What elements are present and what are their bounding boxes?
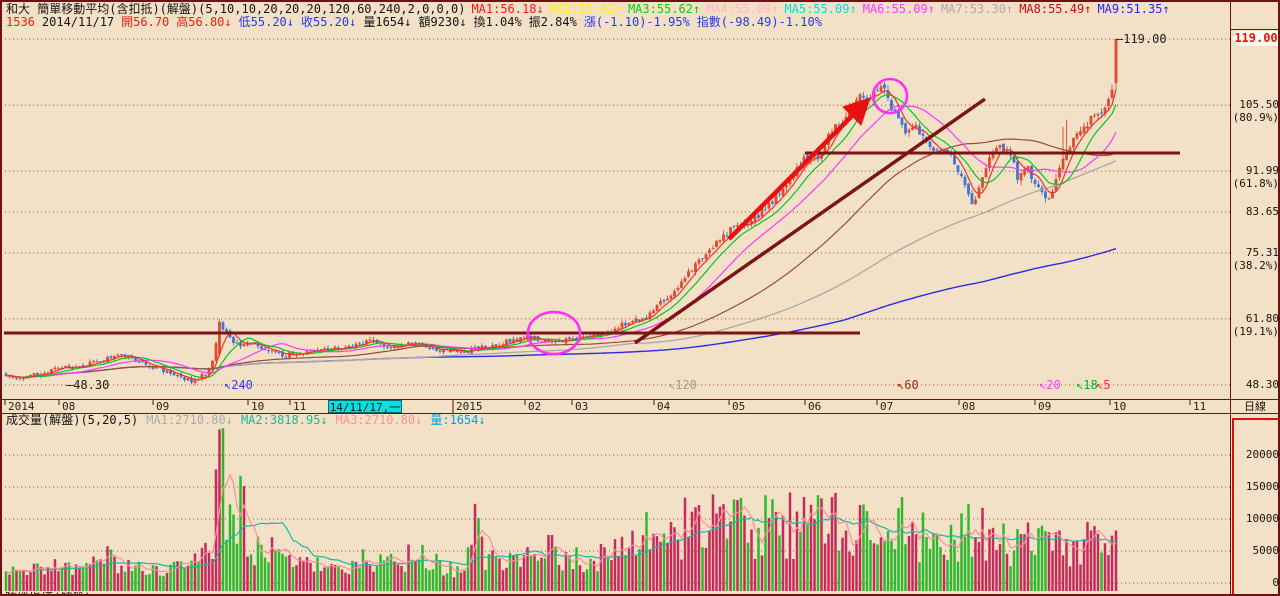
volume-ma-value: MA2:3818.95↓ xyxy=(240,414,328,427)
ma-value: MA9:51.35↑ xyxy=(1097,2,1170,16)
date-tick-label: 09 xyxy=(156,400,170,413)
date-tick-label: 04 xyxy=(657,400,671,413)
chart-annotation-text: ↖120 xyxy=(668,378,697,392)
volume-ma-list: MA1:2710.80↓ MA2:3818.95↓ MA3:2710.80↓ 量:16… xyxy=(146,414,485,427)
chart-annotation-text: —48.30 xyxy=(66,378,110,392)
corner-cell-border xyxy=(1230,29,1278,30)
chart-title: 和大 簡單移動平均(含扣抵)(解盤)(5,10,10,20,20,20,120,… xyxy=(6,2,466,16)
volume-axis-frame xyxy=(1232,418,1278,594)
quote-fields-list: 1536 2014/11/17 開56.70 高56.80↓ 低55.20↓ 收55.20… xyxy=(6,15,822,29)
date-tick-label: 11 xyxy=(1193,400,1207,413)
volume-axis-label: 5000 xyxy=(1252,544,1279,557)
quote-field: 換1.04% xyxy=(473,15,522,29)
quote-field: 高56.80↓ xyxy=(176,15,232,29)
fib-percent-label: (61.8%) xyxy=(1232,177,1279,191)
quote-field: 收55.20↓ xyxy=(301,15,357,29)
volume-ma-value: MA1:2710.80↓ xyxy=(146,414,233,427)
next-pane-clipped-title: 隨機指標(解盤) xyxy=(5,592,405,594)
chart-annotation-text: ↖20 xyxy=(1039,378,1061,392)
chart-annotation-text: ↖5 xyxy=(1096,378,1111,392)
fib-percent-label: (38.2%) xyxy=(1232,258,1279,272)
volume-axis-label: 10000 xyxy=(1245,512,1279,525)
price-axis-label: 105.50 xyxy=(1239,98,1279,112)
quote-field: 1536 xyxy=(6,15,35,29)
quote-field: 低55.20↓ xyxy=(238,15,294,29)
quote-header-row: 1536 2014/11/17 開56.70 高56.80↓ 低55.20↓ 收55.20… xyxy=(6,15,1228,29)
chart-annotation-text: ↖60 xyxy=(897,378,919,392)
fib-percent-label: (19.1%) xyxy=(1232,324,1279,338)
price-axis-label: 61.80 xyxy=(1245,311,1279,325)
volume-axis-label: 0 xyxy=(1272,576,1279,589)
date-row-bottom-border xyxy=(2,413,1278,414)
date-tick-label: 03 xyxy=(575,400,589,413)
chart-annotation-text: —119.00 xyxy=(1116,32,1167,46)
date-tick-label: 06 xyxy=(808,400,822,413)
fib-percent-label: (80.9%) xyxy=(1232,111,1279,125)
volume-header-row: 成交量(解盤)(5,20,5) MA1:2710.80↓ MA2:3818.95↓… xyxy=(6,414,1228,427)
volume-axis-label: 15000 xyxy=(1245,480,1279,493)
date-tick-label: 05 xyxy=(732,400,746,413)
quote-field: 額9230↓ xyxy=(418,15,467,29)
date-row-top-border xyxy=(2,399,1278,400)
last-price-tag: 119.00 xyxy=(1232,31,1278,46)
quote-field: 量1654↓ xyxy=(363,15,412,29)
ma-values-list: MA1:56.18↓ MA2:55.62↑ MA3:55.62↑ MA4:55.09↑… xyxy=(471,2,1169,16)
quote-field: 開56.70 xyxy=(121,15,170,29)
volume-title: 成交量(解盤)(5,20,5) xyxy=(6,414,139,427)
date-tick-label: 2015 xyxy=(456,400,483,413)
quote-field: 振2.84% xyxy=(528,15,577,29)
period-selector[interactable]: 日線 xyxy=(1230,399,1278,414)
date-tick-label: 10 xyxy=(1113,400,1127,413)
ma-value: MA8:55.49↑ xyxy=(1019,2,1092,16)
ma-value: MA1:56.18↓ xyxy=(471,2,544,16)
volume-ma-value: 量:1654↓ xyxy=(430,414,486,427)
price-axis-label: 83.65 xyxy=(1245,204,1279,218)
quote-field: 漲(-1.10)-1.95% xyxy=(583,15,690,29)
date-tick-label: 08 xyxy=(62,400,76,413)
volume-axis-label: 20000 xyxy=(1245,448,1279,461)
ma-value: MA3:55.62↑ xyxy=(627,2,701,16)
quote-field: 2014/11/17 xyxy=(41,15,115,29)
ma-value: MA7:53.30↑ xyxy=(940,2,1014,16)
ma-value: MA2:55.62↑ xyxy=(549,2,622,16)
date-tick-label: 07 xyxy=(880,400,894,413)
axis-divider-line xyxy=(1230,2,1231,594)
ma-value: MA5:55.09↑ xyxy=(784,2,857,16)
price-axis-label: 75.31 xyxy=(1245,245,1279,259)
chart-annotation-text: ↖240 xyxy=(224,378,253,392)
date-tick-label: 2014 xyxy=(8,400,35,413)
ma-value: MA6:55.09↑ xyxy=(862,2,935,16)
date-tick-label: 08 xyxy=(962,400,976,413)
date-tick-label: 10 xyxy=(251,400,265,413)
volume-ma-value: MA3:2710.80↓ xyxy=(335,414,423,427)
date-tick-label: 11 xyxy=(293,400,307,413)
date-tick-label: 09 xyxy=(1038,400,1052,413)
quote-field: 指數(-98.49)-1.10% xyxy=(696,15,822,29)
ma-value: MA4:55.09↑ xyxy=(706,2,779,16)
indicator-header-row: 和大 簡單移動平均(含扣抵)(解盤)(5,10,10,20,20,20,120,… xyxy=(6,2,1228,16)
price-axis-label: 91.99 xyxy=(1245,164,1279,178)
price-axis-label: 48.30 xyxy=(1245,377,1279,391)
chart-annotation-text: ↖18 xyxy=(1076,378,1098,392)
highlighted-date-cell[interactable]: 14/11/17,一 xyxy=(328,400,402,414)
date-tick-label: 02 xyxy=(528,400,542,413)
